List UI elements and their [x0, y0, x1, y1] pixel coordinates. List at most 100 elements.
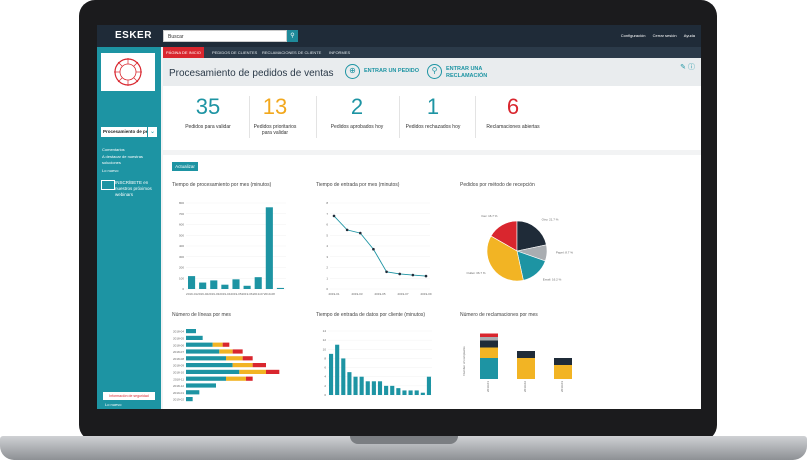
top-bar: ESKER Buscar ⚲ Configuración Cerrar sesi…: [97, 25, 701, 47]
bar-segment: [186, 376, 226, 381]
bar: [402, 390, 407, 395]
y-tick-label: 600: [179, 223, 184, 227]
kpi-label: Pedidos rechazados hoy: [405, 124, 461, 130]
x-tick-label: 2019-05: [374, 292, 385, 296]
entry-time-chart: 0 1 2 3 4 5 6 7 8 2019-01 2019-03 2019-05 2019-07 201…: [326, 201, 432, 296]
y-tick-label: 2018-04: [173, 330, 184, 334]
webinar-link[interactable]: INSCRÍBETE en nuestros próximos webinars: [115, 180, 152, 197]
bar: [384, 385, 389, 395]
y-tick-label: 2: [324, 384, 326, 388]
kpi-to-validate[interactable]: 35 Pedidos para validar: [168, 94, 248, 130]
x-tick-label: 2019-05: [230, 292, 241, 296]
kpi-claims[interactable]: 6 Reclamaciones abiertas: [473, 94, 553, 130]
data-point: [345, 228, 349, 232]
y-tick-label: 300: [179, 255, 184, 259]
y-tick-label: 500: [179, 233, 184, 237]
enter-order-button[interactable]: ⊕ ENTRAR UN PEDIDO: [345, 64, 425, 80]
x-tick-label: 2019-03: [560, 381, 564, 392]
y-tick-label: 2019-01: [173, 391, 184, 395]
bar: [390, 385, 395, 395]
bar-segment: [480, 347, 498, 358]
y-tick-label: 10: [323, 347, 327, 351]
bar-segment: [186, 329, 196, 334]
bar-segment: [219, 349, 233, 354]
y-axis-label: Number of complaints: [462, 346, 466, 376]
y-tick-label: 0: [326, 287, 328, 291]
bar-segment: [266, 369, 280, 374]
help-link[interactable]: Ayuda: [683, 33, 695, 38]
tab-customer-claims[interactable]: RECLAMACIONES DE CLIENTE: [262, 50, 322, 55]
bar: [254, 277, 262, 289]
tab-home[interactable]: PÁGINA DE INICIO: [163, 47, 204, 58]
settings-link[interactable]: Configuración: [620, 33, 646, 38]
bar: [426, 376, 431, 395]
cart-icon: ⊕: [345, 64, 360, 79]
bar-segment: [186, 383, 216, 388]
y-tick-label: 2018-08: [173, 357, 184, 361]
x-tick-label: 2019-02: [523, 381, 527, 392]
bar-segment: [480, 337, 498, 341]
chart-title: Tiempo de procesamiento por mes (minutos…: [172, 182, 272, 188]
sidebar: Procesamiento de pe... ⌄ Comentarios A d…: [97, 47, 161, 409]
sidebar-link-whats-new[interactable]: Lo nuevo: [102, 168, 119, 173]
data-point: [385, 270, 388, 274]
y-tick-label: 2018-09: [173, 364, 184, 368]
data-point: [424, 274, 428, 278]
edit-icon[interactable]: ✎: [680, 64, 687, 71]
kpi-priority[interactable]: 13 Pedidos prioritarios para validar: [235, 94, 315, 136]
nav-bar: PÁGINA DE INICIO PEDIDOS DE CLIENTES REC…: [163, 47, 701, 58]
lines-per-month-chart: 2018-04 2018-05 2018-06 2018-07 2018-08 2018-…: [173, 329, 280, 402]
tab-customer-orders[interactable]: PEDIDOS DE CLIENTES: [212, 50, 258, 55]
app-screen: ESKER Buscar ⚲ Configuración Cerrar sesi…: [97, 25, 701, 409]
bar-segment: [186, 363, 233, 368]
sidebar-bottom-link[interactable]: Lo nuevo: [105, 402, 122, 407]
page-title: Procesamiento de pedidos de ventas: [169, 68, 334, 79]
view-select[interactable]: Procesamiento de pe...: [101, 127, 147, 137]
bar-segment: [226, 376, 246, 381]
y-tick-label: 4: [324, 375, 326, 379]
bar-segment: [186, 335, 203, 340]
bar: [414, 390, 419, 395]
y-tick-label: 5: [326, 233, 328, 237]
enter-claim-button[interactable]: ⚲ ENTRAR UNA RECLAMACIÓN: [427, 64, 507, 80]
search-icon[interactable]: ⚲: [287, 30, 298, 42]
sidebar-link-highlights[interactable]: A destacar de nuestras soluciones: [102, 154, 143, 165]
y-tick-label: 14: [323, 329, 327, 333]
chart-title: Tiempo de entrada por mes (minutos): [316, 182, 400, 188]
y-tick-label: 2018-06: [173, 343, 184, 347]
bar: [335, 344, 340, 395]
bar: [347, 372, 352, 395]
y-tick-label: 3: [326, 255, 328, 259]
chevron-down-icon[interactable]: ⌄: [148, 127, 157, 137]
header-icons: ✎ ⓘ: [680, 62, 695, 72]
refresh-button[interactable]: Actualizar: [172, 162, 198, 171]
y-tick-label: 2: [326, 266, 328, 270]
bar: [188, 276, 196, 289]
bar-segment: [480, 358, 498, 379]
bar: [329, 353, 334, 395]
x-tick-label: 2019-09: [420, 292, 431, 296]
y-tick-label: 2018-05: [173, 337, 184, 341]
y-tick-label: 100: [179, 276, 184, 280]
x-tick-label: 2019-01: [486, 381, 490, 392]
search-input[interactable]: Buscar: [163, 30, 287, 42]
bar: [232, 279, 240, 289]
security-info-button[interactable]: Información de seguridad: [103, 392, 155, 400]
bar-segment: [517, 351, 535, 358]
data-point: [372, 247, 375, 251]
bar-segment: [222, 342, 230, 347]
tab-reports[interactable]: INFORMES: [329, 50, 351, 55]
company-logo: [101, 53, 155, 91]
logout-link[interactable]: Cerrar sesión: [652, 33, 677, 38]
y-tick-label: 2018-12: [173, 384, 184, 388]
slice-label: Fax: 16.7 %: [481, 214, 497, 218]
data-point: [398, 272, 402, 276]
x-tick-label: 2019-02: [197, 292, 208, 296]
kpi-approved[interactable]: 2 Pedidos aprobados hoy: [317, 94, 397, 130]
kpi-rejected[interactable]: 1 Pedidos rechazados hoy: [393, 94, 473, 130]
help-icon[interactable]: ⓘ: [688, 64, 695, 71]
sidebar-link-feedback[interactable]: Comentarios: [102, 147, 125, 152]
chart-title: Pedidos por método de recepción: [460, 182, 535, 188]
y-tick-label: 700: [179, 212, 184, 216]
slice-label: Otro: 21.7 %: [542, 218, 559, 222]
